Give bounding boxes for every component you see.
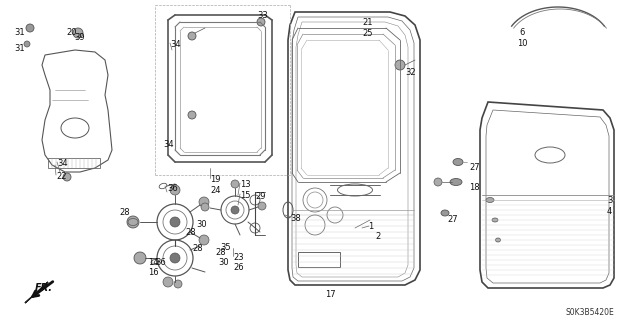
Ellipse shape <box>492 218 498 222</box>
Text: 18: 18 <box>469 183 479 192</box>
Text: 25: 25 <box>362 29 372 38</box>
Text: 28: 28 <box>185 228 196 237</box>
Text: 27: 27 <box>469 163 479 172</box>
Ellipse shape <box>441 210 449 216</box>
Circle shape <box>170 217 180 227</box>
Text: 27: 27 <box>447 215 458 224</box>
Text: 21: 21 <box>362 18 372 27</box>
Ellipse shape <box>128 219 138 226</box>
Text: 1: 1 <box>368 222 373 231</box>
Text: 36: 36 <box>167 184 178 193</box>
Text: 39: 39 <box>74 33 84 42</box>
Circle shape <box>188 111 196 119</box>
Text: 6: 6 <box>519 28 524 37</box>
Circle shape <box>127 216 139 228</box>
Text: 15: 15 <box>240 191 250 200</box>
Circle shape <box>26 24 34 32</box>
Circle shape <box>73 28 83 38</box>
Text: 28: 28 <box>192 244 203 253</box>
Text: 2: 2 <box>375 232 380 241</box>
Ellipse shape <box>486 197 494 203</box>
Text: 22: 22 <box>56 172 67 181</box>
Text: 13: 13 <box>240 180 251 189</box>
Text: 32: 32 <box>405 68 415 77</box>
Text: 34: 34 <box>57 159 68 168</box>
Text: 31: 31 <box>14 44 24 53</box>
Text: 29: 29 <box>255 192 266 201</box>
Text: 28: 28 <box>215 248 226 257</box>
Circle shape <box>24 41 30 47</box>
Circle shape <box>170 253 180 263</box>
Text: 35: 35 <box>220 243 230 252</box>
Circle shape <box>395 60 405 70</box>
Text: 3: 3 <box>607 196 612 205</box>
Circle shape <box>199 235 209 245</box>
Text: 34: 34 <box>163 140 173 149</box>
Circle shape <box>231 206 239 214</box>
Text: 33: 33 <box>257 11 268 20</box>
Text: S0K3B5420E: S0K3B5420E <box>565 308 614 317</box>
Text: 10: 10 <box>517 39 527 48</box>
Text: 16: 16 <box>148 268 159 277</box>
Text: 26: 26 <box>233 263 244 272</box>
Text: 30: 30 <box>218 258 228 267</box>
Circle shape <box>188 32 196 40</box>
Text: 34: 34 <box>170 40 180 49</box>
Circle shape <box>258 202 266 210</box>
Text: 20: 20 <box>66 28 77 37</box>
Text: 30: 30 <box>196 220 207 229</box>
Circle shape <box>134 252 146 264</box>
Circle shape <box>257 18 265 26</box>
Ellipse shape <box>495 238 500 242</box>
Text: 38: 38 <box>290 214 301 223</box>
Ellipse shape <box>453 159 463 166</box>
Text: 23: 23 <box>233 253 244 262</box>
Text: 31: 31 <box>14 28 24 37</box>
Text: 4: 4 <box>607 207 612 216</box>
Text: 17: 17 <box>325 290 335 299</box>
Circle shape <box>163 277 173 287</box>
Circle shape <box>199 197 209 207</box>
Polygon shape <box>25 282 48 303</box>
Ellipse shape <box>450 179 462 186</box>
Text: 28: 28 <box>119 208 130 217</box>
Circle shape <box>201 203 209 211</box>
Text: 19: 19 <box>210 175 221 184</box>
Circle shape <box>63 173 71 181</box>
Text: 14: 14 <box>148 258 159 267</box>
Circle shape <box>170 185 180 195</box>
Circle shape <box>231 180 239 188</box>
Text: FR.: FR. <box>35 283 53 293</box>
Text: 36: 36 <box>155 258 166 267</box>
Circle shape <box>174 280 182 288</box>
Text: 24: 24 <box>210 186 221 195</box>
Circle shape <box>434 178 442 186</box>
